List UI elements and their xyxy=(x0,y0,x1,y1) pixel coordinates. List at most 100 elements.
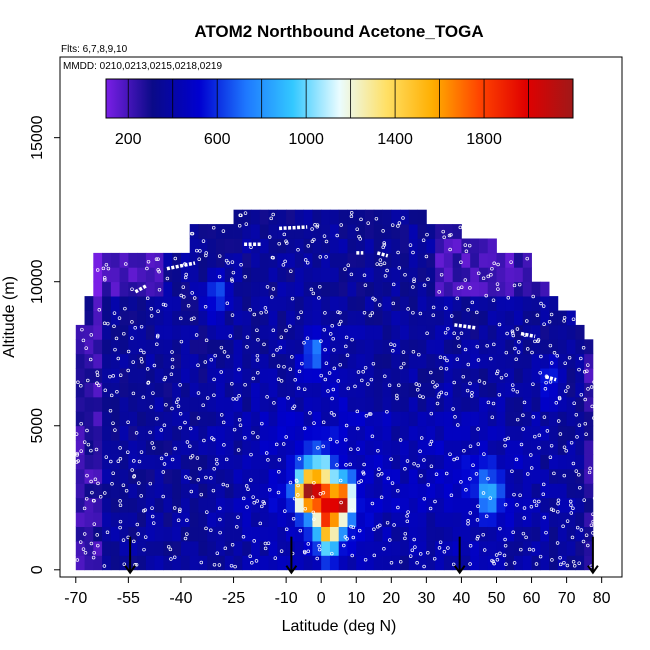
heatmap-cell xyxy=(356,454,366,470)
sample-point xyxy=(318,492,323,496)
sample-point xyxy=(582,370,587,374)
sample-point xyxy=(415,388,420,392)
sample-point xyxy=(486,476,490,481)
sample-point xyxy=(425,331,429,336)
heatmap-cell xyxy=(233,396,243,412)
heatmap-cell xyxy=(102,497,112,513)
heatmap-cell xyxy=(277,368,287,383)
heatmap-cell xyxy=(84,324,94,340)
sample-point xyxy=(438,355,443,360)
colorbar-tick-label: 200 xyxy=(115,131,142,148)
heatmap-cell xyxy=(119,483,129,499)
heatmap-cell xyxy=(259,382,269,398)
heatmap-cell xyxy=(522,396,532,412)
sample-point xyxy=(265,395,269,399)
sample-point xyxy=(592,496,597,500)
sample-point xyxy=(111,471,115,475)
heatmap-cell xyxy=(400,425,410,441)
heatmap-cell xyxy=(496,396,506,412)
heatmap-cell xyxy=(461,310,471,326)
sample-point xyxy=(526,472,530,476)
sample-point xyxy=(290,355,294,359)
heatmap-cell xyxy=(93,267,103,283)
heatmap-cell xyxy=(286,267,296,283)
sample-point xyxy=(411,285,415,289)
heatmap-cell xyxy=(321,238,331,254)
heatmap-cell xyxy=(233,411,243,427)
heatmap-cell xyxy=(119,353,129,369)
heatmap-cell xyxy=(356,252,366,268)
heatmap-cell xyxy=(259,512,269,527)
heatmap-cell xyxy=(259,252,269,268)
sample-point xyxy=(151,446,156,450)
heatmap-cell xyxy=(452,468,462,484)
sample-point xyxy=(224,457,229,462)
heatmap-cell xyxy=(172,512,182,527)
sample-point xyxy=(323,377,328,382)
heatmap-cell xyxy=(207,440,217,455)
sample-point xyxy=(397,221,402,225)
sample-point xyxy=(448,452,452,456)
sample-point xyxy=(343,437,348,442)
sample-point xyxy=(439,390,444,395)
heatmap-cell xyxy=(198,540,208,556)
heatmap-cell xyxy=(180,382,191,398)
y-tick-label: 0 xyxy=(29,565,46,574)
heatmap-cell xyxy=(180,555,191,571)
heatmap-cell xyxy=(224,512,234,527)
heatmap-cell xyxy=(242,512,252,527)
sample-point xyxy=(584,432,588,436)
flight-track-segment xyxy=(376,251,389,258)
heatmap-cell xyxy=(566,497,576,513)
heatmap-cell xyxy=(233,440,243,455)
heatmap-cell xyxy=(119,526,129,542)
heatmap-cell xyxy=(268,411,278,427)
sample-point xyxy=(438,540,443,544)
heatmap-cell xyxy=(426,425,436,441)
heatmap-cell xyxy=(443,497,454,513)
sample-point xyxy=(150,514,155,519)
sample-point xyxy=(521,531,526,536)
sample-point xyxy=(299,310,303,314)
heatmap-cell xyxy=(128,497,138,513)
heatmap-cell xyxy=(443,281,454,297)
heatmap-cell xyxy=(478,382,489,398)
heatmap-cell xyxy=(540,324,550,340)
heatmap-cell xyxy=(417,497,427,513)
heatmap-cell xyxy=(110,468,120,484)
heatmap-cell xyxy=(452,238,462,254)
heatmap-cell xyxy=(216,454,226,470)
heatmap-cell xyxy=(391,296,401,311)
heatmap-cell xyxy=(514,526,524,542)
heatmap-cell xyxy=(470,497,480,513)
sample-point xyxy=(201,403,205,407)
heatmap-cell xyxy=(93,540,103,556)
sample-point xyxy=(297,457,302,461)
heatmap-cell xyxy=(84,454,94,470)
heatmap-cell xyxy=(365,252,375,268)
sample-point xyxy=(302,387,307,391)
sample-point xyxy=(243,382,247,387)
sample-point xyxy=(321,420,326,425)
heatmap-cell xyxy=(426,238,436,254)
heatmap-cell xyxy=(163,526,173,542)
heatmap-cell xyxy=(365,540,375,556)
heatmap-cell xyxy=(93,425,103,441)
heatmap-cell xyxy=(268,353,278,369)
sample-point xyxy=(421,238,426,242)
flight-track-segment xyxy=(454,323,476,330)
heatmap-cell xyxy=(329,555,340,571)
sample-point xyxy=(234,397,239,401)
heatmap-cell xyxy=(268,209,278,225)
heatmap-cell xyxy=(549,310,559,326)
heatmap-cell xyxy=(312,368,322,383)
sample-point xyxy=(452,457,456,462)
heatmap-cell xyxy=(233,555,243,571)
heatmap-cell xyxy=(163,411,173,427)
sample-point xyxy=(363,557,368,562)
sample-point xyxy=(549,443,554,448)
sample-point xyxy=(152,363,157,368)
sample-point xyxy=(556,498,561,503)
sample-point xyxy=(196,416,201,420)
sample-point xyxy=(197,257,201,261)
